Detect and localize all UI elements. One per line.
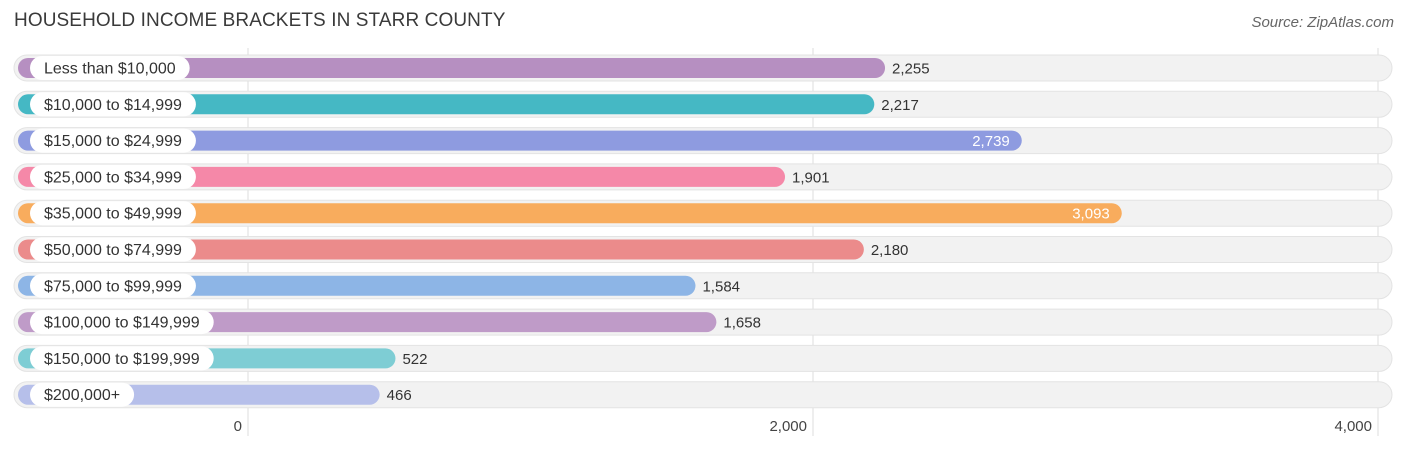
value-label: 522 [402, 351, 427, 368]
bar [18, 166, 786, 187]
category-label: $75,000 to $99,999 [44, 278, 182, 295]
category-label-pill [30, 273, 196, 298]
bar-row: Less than $10,000 2,255 [13, 54, 1393, 82]
category-label: $35,000 to $49,999 [44, 206, 182, 223]
bar-row: $50,000 to $74,999 2,180 [13, 236, 1393, 263]
category-label-pill [30, 237, 196, 262]
value-label: 466 [387, 387, 412, 404]
category-label-pill [30, 56, 190, 80]
x-tick-label: 0 [234, 418, 242, 435]
value-label: 2,255 [892, 61, 930, 78]
chart-source: Source: ZipAtlas.com [1251, 14, 1394, 31]
category-label: $150,000 to $199,999 [44, 351, 200, 368]
category-label-pill [30, 201, 196, 226]
chart-title: HOUSEHOLD INCOME BRACKETS IN STARR COUNT… [14, 10, 506, 31]
category-label: $10,000 to $14,999 [44, 97, 182, 114]
value-label: 1,901 [792, 169, 830, 186]
bar [18, 94, 875, 115]
value-label: 2,217 [881, 97, 919, 114]
category-label-pill [30, 382, 135, 407]
bar-row: $35,000 to $49,999 3,093 [13, 199, 1393, 227]
category-label: $15,000 to $24,999 [44, 133, 182, 150]
x-axis-ticks: 0 2,000 4,000 [234, 418, 1372, 435]
category-label-pill [30, 128, 196, 153]
x-tick-label: 2,000 [769, 418, 807, 435]
bar [18, 203, 1122, 224]
x-tick-label: 4,000 [1334, 418, 1372, 435]
category-label-pill [30, 164, 196, 189]
category-label: $25,000 to $34,999 [44, 169, 182, 186]
category-label-pill [30, 92, 196, 117]
bar-row: $15,000 to $24,999 2,739 [13, 127, 1393, 155]
category-label-pill [30, 346, 214, 371]
bar [18, 239, 864, 260]
value-label: 3,093 [1072, 206, 1110, 223]
bar-row: $25,000 to $34,999 1,901 [13, 163, 1393, 191]
bar-row: $75,000 to $99,999 1,584 [13, 272, 1393, 300]
value-label: 2,739 [972, 133, 1010, 150]
category-label: Less than $10,000 [44, 61, 176, 78]
bar [18, 58, 886, 78]
category-label: $100,000 to $149,999 [44, 315, 200, 332]
value-label: 2,180 [871, 242, 909, 259]
value-label: 1,584 [702, 278, 740, 295]
bar-row: $10,000 to $14,999 2,217 [13, 90, 1393, 118]
category-label: $50,000 to $74,999 [44, 242, 182, 259]
value-label: 1,658 [723, 315, 761, 332]
category-label: $200,000+ [44, 387, 120, 404]
bar-row: $100,000 to $149,999 1,658 [13, 308, 1393, 336]
bar-row: $150,000 to $199,999 522 [13, 344, 1393, 372]
bar [18, 130, 1022, 151]
bar-row: $200,000+ 466 [13, 381, 1393, 409]
category-label-pill [30, 310, 214, 335]
